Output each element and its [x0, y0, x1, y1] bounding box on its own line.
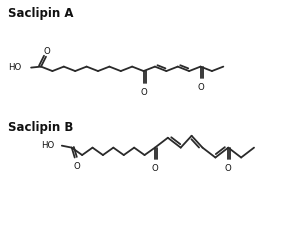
Text: O: O	[44, 47, 50, 56]
Text: O: O	[152, 165, 158, 173]
Text: Saclipin B: Saclipin B	[8, 121, 74, 134]
Text: O: O	[225, 165, 232, 173]
Text: O: O	[140, 88, 147, 97]
Text: O: O	[197, 83, 204, 92]
Text: HO: HO	[40, 141, 54, 150]
Text: HO: HO	[8, 63, 21, 72]
Text: Saclipin A: Saclipin A	[8, 7, 74, 20]
Text: O: O	[73, 162, 80, 172]
